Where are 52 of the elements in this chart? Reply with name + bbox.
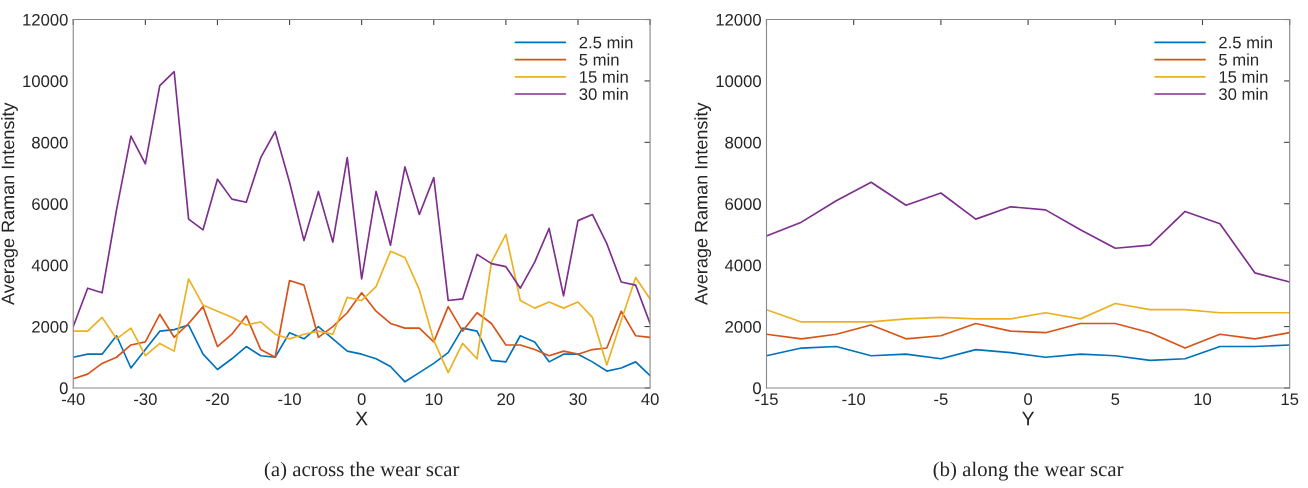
text: (b) along the wear scar bbox=[933, 461, 1124, 481]
line-series bbox=[73, 70, 651, 328]
x-tick-label: 40 bbox=[641, 393, 659, 406]
x-tick-label: -20 bbox=[206, 393, 229, 406]
x-tick-label: -10 bbox=[278, 393, 301, 406]
line-series bbox=[766, 302, 1290, 323]
legend-label: 15 min bbox=[580, 70, 628, 83]
x-tick-label: -15 bbox=[755, 393, 778, 406]
x-tick-label: 30 bbox=[569, 393, 587, 406]
line-series bbox=[766, 181, 1290, 283]
legend-label: 5 min bbox=[1219, 53, 1259, 66]
line-series bbox=[73, 233, 651, 374]
y-tick-label: 0 bbox=[59, 382, 68, 395]
x-tick-label: 10 bbox=[425, 393, 443, 406]
line-series bbox=[766, 322, 1290, 349]
y-tick-label: 2000 bbox=[725, 320, 761, 333]
x-axis-title: X bbox=[355, 411, 368, 426]
x-tick-label: 20 bbox=[497, 393, 515, 406]
y-axis-title: Average Raman Intensity bbox=[1, 102, 18, 305]
legend-label: 30 min bbox=[1219, 87, 1268, 101]
x-tick-label: 10 bbox=[1194, 393, 1212, 406]
x-tick-label: 0 bbox=[1024, 393, 1033, 406]
y-tick-label: 6000 bbox=[725, 198, 761, 210]
legend-label: 5 min bbox=[579, 53, 619, 66]
y-tick-label: 4000 bbox=[31, 259, 68, 272]
y-tick-label: 12000 bbox=[23, 13, 68, 26]
legend-label: 30 min bbox=[579, 87, 628, 101]
y-tick-label: 10000 bbox=[23, 75, 68, 88]
legend-label: 15 min bbox=[1219, 70, 1268, 83]
legend-label: 2.5 min bbox=[579, 36, 633, 49]
y-tick-label: 8000 bbox=[32, 136, 68, 149]
y-tick-label: 0 bbox=[753, 382, 761, 395]
y-tick-label: 10000 bbox=[716, 75, 761, 88]
x-axis-title: Y bbox=[1022, 411, 1035, 426]
text: (a) across the wear scar bbox=[264, 461, 460, 481]
y-tick-label: 2000 bbox=[32, 320, 68, 333]
x-tick-label: -5 bbox=[934, 393, 948, 406]
y-tick-label: 8000 bbox=[725, 136, 761, 149]
y-axis-title: Average Raman Intensity bbox=[694, 102, 712, 305]
line-series bbox=[766, 344, 1290, 362]
line-series bbox=[73, 279, 651, 380]
y-tick-label: 4000 bbox=[724, 259, 761, 272]
y-tick-label: 6000 bbox=[32, 198, 68, 210]
x-tick-label: -30 bbox=[134, 393, 157, 406]
x-tick-label: -10 bbox=[842, 393, 866, 406]
line-series bbox=[73, 324, 651, 383]
y-tick-label: 12000 bbox=[716, 13, 761, 26]
x-tick-label: 0 bbox=[357, 393, 366, 406]
x-tick-label: -40 bbox=[61, 393, 85, 406]
x-tick-label: 5 bbox=[1111, 393, 1120, 406]
x-tick-label: 15 bbox=[1281, 393, 1299, 406]
legend-label: 2.5 min bbox=[1219, 36, 1272, 49]
